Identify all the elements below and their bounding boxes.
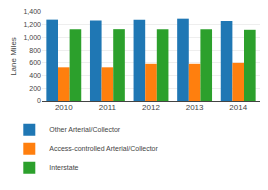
svg-text:Interstate: Interstate (49, 164, 78, 171)
svg-text:800: 800 (29, 47, 41, 54)
svg-text:400: 400 (29, 72, 41, 79)
svg-text:2010: 2010 (55, 103, 73, 112)
svg-text:200: 200 (29, 85, 41, 92)
svg-text:Access-controlled Arterial/Col: Access-controlled Arterial/Collector (49, 145, 158, 152)
svg-text:Other Arterial/Collector: Other Arterial/Collector (49, 126, 120, 133)
svg-text:600: 600 (29, 59, 41, 66)
svg-text:1,200: 1,200 (23, 21, 41, 28)
svg-text:2013: 2013 (186, 103, 204, 112)
svg-text:1,000: 1,000 (23, 34, 41, 41)
svg-text:2011: 2011 (99, 103, 117, 112)
svg-text:2012: 2012 (142, 103, 160, 112)
svg-text:Lane Miles: Lane Miles (9, 37, 18, 76)
svg-text:1,400: 1,400 (23, 8, 41, 15)
svg-text:0: 0 (37, 97, 41, 104)
svg-text:2014: 2014 (229, 103, 247, 112)
